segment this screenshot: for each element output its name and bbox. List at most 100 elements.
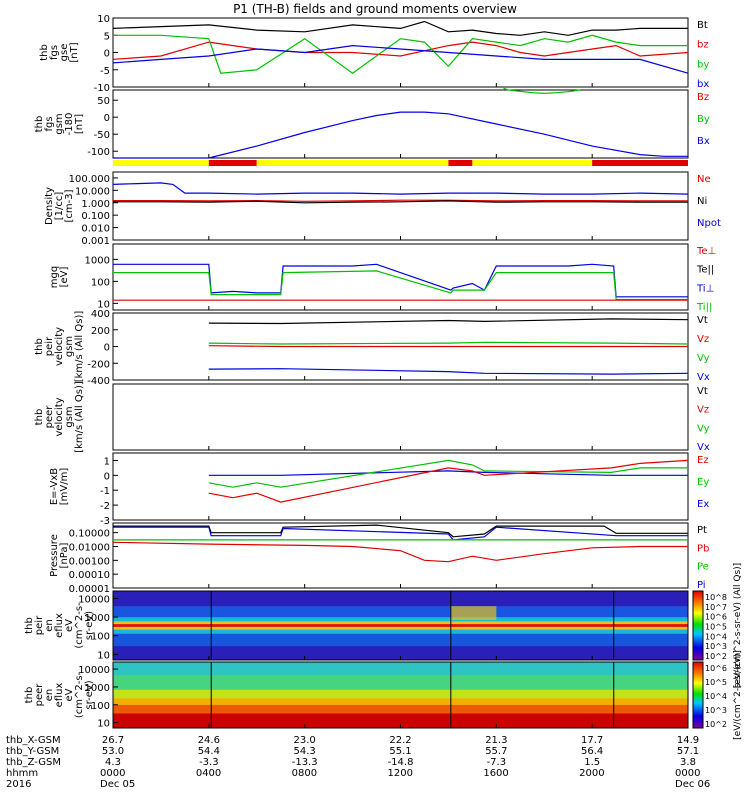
y-tick-label: 1000 bbox=[85, 613, 110, 624]
ephemeris-value: 21.3 bbox=[485, 735, 507, 746]
series-line-bx bbox=[112, 44, 689, 74]
ephemeris-value: 1200 bbox=[388, 768, 413, 779]
ephemeris-value: 14.9 bbox=[677, 735, 699, 746]
series-line-Ti|| bbox=[113, 270, 688, 301]
ephemeris-value: 24.6 bbox=[198, 735, 220, 746]
region-segment bbox=[592, 160, 688, 166]
legend-entry: Vx bbox=[697, 442, 710, 453]
colorbar-tick-label: 10^4 bbox=[705, 692, 727, 701]
spectrogram-band bbox=[113, 617, 688, 622]
y-tick-label: -3 bbox=[100, 516, 110, 527]
y-axis-label: Pressure bbox=[49, 534, 60, 577]
colorbar-tick-label: 10^6 bbox=[705, 613, 727, 622]
legend-entry: Bx bbox=[697, 136, 710, 147]
spectrogram-band bbox=[113, 662, 688, 676]
y-axis-label: velocity bbox=[54, 397, 65, 436]
y-axis-label: thb bbox=[24, 617, 35, 634]
spectrogram-band bbox=[113, 621, 688, 625]
spectrogram-band bbox=[113, 704, 688, 714]
panel-fgs-gse: 10 5 0 -5 -10 thb fgs gse [nT] Bt bz by bx bbox=[39, 14, 709, 94]
y-tick-label: -1 bbox=[100, 486, 110, 497]
y-axis-label: Density bbox=[44, 187, 55, 225]
y-axis-label: en bbox=[44, 619, 55, 632]
series-line-Vy bbox=[208, 341, 689, 345]
spectrogram-band bbox=[113, 689, 688, 699]
y-tick-label: 1000 bbox=[85, 255, 110, 266]
ephemeris-value: 57.1 bbox=[677, 746, 699, 757]
y-axis-label: eV bbox=[64, 619, 75, 632]
colorbar bbox=[692, 590, 704, 661]
colorbar-label: [eV/(cm^2-s-sr-eV) (All Qs)] bbox=[733, 563, 743, 688]
y-axis-label: eflux bbox=[54, 613, 65, 638]
ephemeris-value: 26.7 bbox=[102, 735, 124, 746]
colorbar bbox=[692, 661, 704, 729]
region-segment bbox=[113, 160, 209, 166]
ephemeris-value: 23.0 bbox=[294, 735, 316, 746]
panel-pressure: 0.10000 0.01000 0.00100 0.00010 0.00001 Press… bbox=[49, 522, 709, 595]
y-tick-label: 10.000 bbox=[75, 186, 110, 197]
series-line-Pi bbox=[113, 526, 688, 541]
y-axis-label: peer bbox=[44, 405, 55, 429]
series-line-Ni bbox=[113, 200, 688, 204]
legend-entry: Ex bbox=[697, 499, 709, 510]
ephemeris-row-label: thb_Y-GSM bbox=[6, 746, 59, 757]
spectrogram-band bbox=[113, 675, 688, 691]
y-tick-label: 0.00010 bbox=[69, 570, 110, 581]
y-tick-label: 10000 bbox=[78, 665, 110, 676]
series-line-Bt bbox=[112, 20, 688, 36]
legend-entry: Vy bbox=[697, 423, 710, 434]
y-tick-label: -400 bbox=[87, 376, 110, 387]
legend-entry: Ni bbox=[697, 196, 707, 207]
panel-density: 100.00010.000 1.0000.100 0.0100.001 Density… bbox=[44, 171, 721, 247]
ephemeris-value: 54.3 bbox=[294, 746, 316, 757]
legend-entry: Pe bbox=[697, 562, 709, 573]
y-axis-label: [1/cc] bbox=[54, 192, 65, 221]
spectrogram-band bbox=[113, 591, 688, 607]
legend-entry: Bt bbox=[697, 20, 708, 31]
colorbar-tick-label: 10^2 bbox=[705, 652, 727, 661]
ephemeris-row-label: thb_X-GSM bbox=[6, 735, 61, 746]
spectrogram-band bbox=[113, 624, 688, 628]
legend-entry: Pi bbox=[697, 580, 706, 591]
series-line-Vt bbox=[208, 318, 689, 325]
ephemeris-value: Dec 05 bbox=[100, 779, 135, 790]
ephemeris-value: 3.8 bbox=[680, 757, 696, 768]
colorbar-tick-label: 10^8 bbox=[705, 593, 727, 602]
ephemeris-value: 54.4 bbox=[198, 746, 220, 757]
y-tick-label: 0 bbox=[104, 471, 110, 482]
y-tick-label: 50 bbox=[97, 96, 110, 107]
panel-fgs-gsm: 50 0 -50 -100 thb fgs gsm -180 [nT] Bz By Bx bbox=[34, 87, 710, 159]
ephemeris-value: -3.3 bbox=[199, 757, 219, 768]
colorbar-tick-label: 10^5 bbox=[705, 678, 727, 687]
y-tick-label: 10 bbox=[97, 299, 110, 310]
legend-entry: Vt bbox=[697, 315, 708, 326]
panel-temperature: 1000 100 10 mgq [eV] Te⊥ Te|| Ti⊥ Ti|| bbox=[49, 243, 716, 313]
ephemeris-value: 53.0 bbox=[102, 746, 124, 757]
ephemeris-value: 1600 bbox=[483, 768, 508, 779]
series-line-bz bbox=[112, 41, 689, 60]
y-axis-label: (cm^2-s- bbox=[74, 602, 85, 649]
legend-entry: Vz bbox=[697, 334, 709, 345]
legend-entry: Vx bbox=[697, 372, 710, 383]
y-tick-label: 0 bbox=[104, 49, 110, 60]
y-tick-label: 10 bbox=[97, 719, 110, 730]
ephemeris-value: 55.1 bbox=[389, 746, 411, 757]
y-axis-label: [cm-3] bbox=[64, 189, 75, 222]
ephemeris-value: -13.3 bbox=[292, 757, 318, 768]
ephemeris-row-label: hhmm bbox=[6, 768, 38, 779]
y-tick-label: -50 bbox=[94, 130, 110, 141]
y-tick-label: 0.010 bbox=[81, 224, 110, 235]
ephemeris-value: -14.8 bbox=[388, 757, 414, 768]
series-line-Ti⊥ bbox=[113, 263, 688, 298]
y-axis-label: [eV] bbox=[59, 267, 70, 288]
y-axis-label: en bbox=[44, 689, 55, 702]
panel-peir-spectrogram: 10000 1000 100 10 thb peir en eflux eV (cm^2-s-sr… bbox=[24, 590, 689, 661]
spectrogram-feature bbox=[450, 606, 497, 620]
series-line-Bx bbox=[113, 111, 688, 159]
legend-entry: Vz bbox=[697, 405, 709, 416]
panel-efield: 1 0 -1 -2 -3 E=-VxB [mV/m] Ez Ey Ex bbox=[49, 452, 709, 527]
legend-entry: Bz bbox=[697, 92, 709, 103]
y-tick-label: 0.001 bbox=[81, 236, 110, 247]
